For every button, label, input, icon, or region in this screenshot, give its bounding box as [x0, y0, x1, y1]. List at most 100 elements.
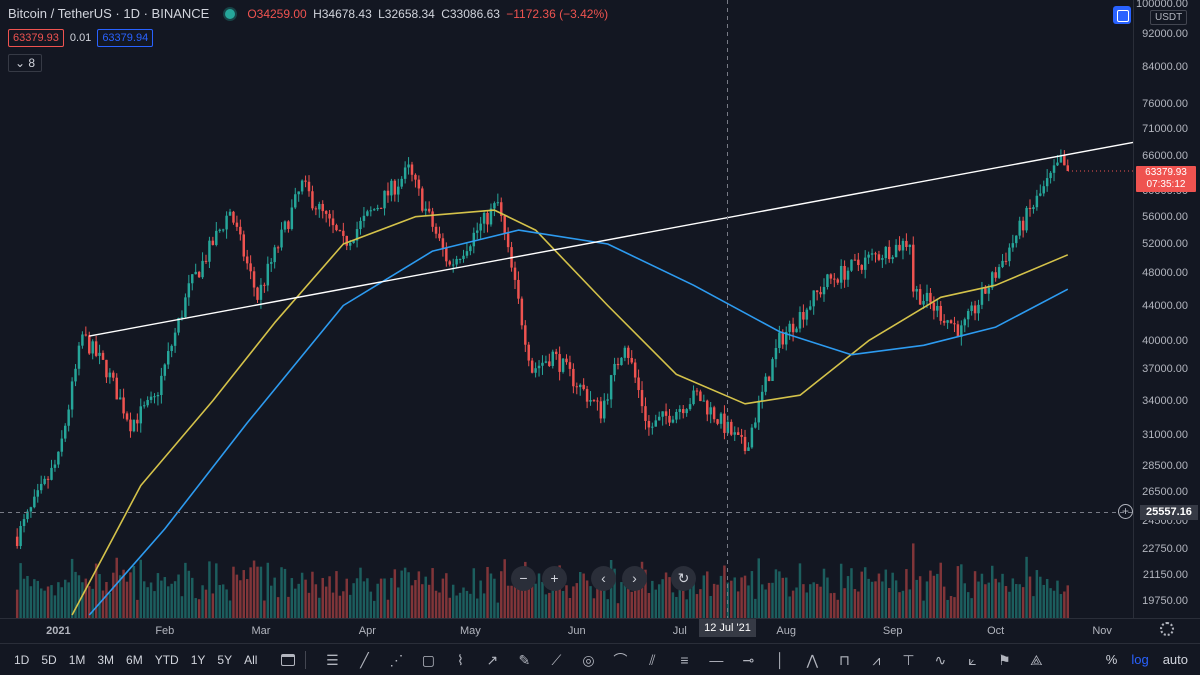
brush-icon[interactable]: ✎ [518, 651, 531, 668]
candle-body [294, 194, 297, 208]
candle-body [997, 267, 1001, 278]
fib-fan-icon[interactable]: ⟁ [1030, 651, 1043, 668]
range-button-5y[interactable]: 5Y [217, 652, 233, 667]
scroll-right-button[interactable]: › [622, 566, 647, 591]
price-range-icon[interactable]: ⊤ [902, 651, 915, 668]
range-button-1m[interactable]: 1M [68, 652, 86, 667]
volume-bar [345, 578, 349, 618]
volume-bar [887, 588, 891, 618]
polyline-icon[interactable]: ⟋ [551, 651, 562, 668]
reset-chart-button[interactable]: ↻ [671, 566, 696, 591]
horizontal-lines-icon[interactable]: ☰ [326, 651, 339, 668]
zoom-out-button[interactable]: − [511, 566, 536, 591]
time-tick-label: Sep [882, 625, 903, 637]
range-button-6m[interactable]: 6M [126, 652, 143, 667]
range-button-1d[interactable]: 1D [14, 652, 30, 667]
currency-badge[interactable]: USDT [1150, 10, 1188, 25]
settings-gear-icon[interactable] [1160, 622, 1174, 636]
volume-bar [122, 569, 125, 618]
volume-bar [469, 593, 472, 618]
volume-bar [259, 566, 263, 618]
fullscreen-icon[interactable] [1113, 6, 1131, 24]
volume-bar [22, 578, 26, 618]
volume-bar [235, 574, 239, 618]
volume-bar [431, 568, 434, 618]
add-alert-icon[interactable]: + [1118, 504, 1133, 519]
range-button-3m[interactable]: 3M [97, 652, 115, 667]
volume-bar [774, 569, 778, 618]
buy-price-box[interactable]: 63379.94 [97, 29, 154, 47]
candle-body [1039, 193, 1042, 196]
rectangle-icon[interactable]: ▢ [421, 651, 436, 668]
candle-body [994, 272, 997, 278]
trend-line-icon[interactable]: ╱ [360, 651, 369, 668]
fib-retracement-icon[interactable]: ≡ [680, 651, 689, 668]
percent-toggle[interactable]: % [1105, 652, 1118, 667]
volume-bar [963, 583, 967, 618]
candle-body [376, 207, 379, 210]
volume-bar [915, 579, 918, 618]
volume-bar [427, 584, 431, 618]
range-button-5d[interactable]: 5D [41, 652, 57, 667]
flag-icon[interactable]: ⚑ [998, 651, 1011, 668]
zoom-in-button[interactable]: + [542, 566, 567, 591]
volume-bar [609, 559, 613, 618]
path-icon[interactable]: ⌇ [457, 651, 464, 668]
candle-body [369, 210, 373, 212]
candle-body [623, 347, 627, 358]
vertical-line-icon[interactable]: │ [776, 651, 785, 668]
volume-bar [716, 584, 719, 618]
sell-price-box[interactable]: 63379.93 [8, 29, 64, 47]
candle-body [802, 312, 805, 320]
candle-body [263, 284, 266, 286]
volume-bar [918, 576, 922, 618]
volume-bar [352, 583, 355, 618]
symbol-title[interactable]: Bitcoin / TetherUS · 1D · BINANCE [8, 6, 210, 21]
volume-bar [606, 599, 609, 618]
candle-body [441, 238, 445, 248]
log-toggle[interactable]: log [1131, 652, 1149, 667]
pitchfork-icon[interactable]: ⋰ [389, 651, 404, 668]
candle-body [908, 244, 912, 247]
chart-background [0, 0, 1200, 643]
candle-body [891, 257, 894, 260]
abcde-pattern-icon[interactable]: ⩘ [872, 651, 881, 668]
candle-body [881, 258, 884, 260]
date-range-icon[interactable]: ⊓ [838, 651, 850, 668]
range-button-1y[interactable]: 1Y [190, 652, 206, 667]
range-button-ytd[interactable]: YTD [154, 652, 179, 667]
price-chart[interactable] [0, 0, 1200, 643]
horizontal-ray-icon[interactable]: ⊸ [742, 651, 755, 668]
volume-bar [328, 576, 331, 618]
indicators-toggle[interactable]: ⌄ 8 [8, 54, 43, 72]
abc-pattern-icon[interactable]: ⋀ [806, 651, 819, 668]
volume-bar [922, 600, 925, 618]
candle-body [860, 265, 864, 270]
volume-bar [537, 573, 541, 618]
volume-bar [829, 593, 833, 618]
channel-icon[interactable]: ⫽ [649, 651, 656, 668]
scroll-left-button[interactable]: ‹ [591, 566, 616, 591]
candle-body [513, 267, 517, 280]
candle-body [215, 230, 218, 245]
volume-bar [318, 597, 321, 618]
range-button-all[interactable]: All [244, 652, 258, 667]
volume-bar [493, 578, 496, 618]
ellipse-icon[interactable]: ◎ [582, 651, 595, 668]
go-to-date-icon[interactable] [281, 653, 296, 666]
horizontal-line-icon[interactable]: — [709, 651, 724, 668]
volume-bar [136, 599, 139, 618]
arrow-icon[interactable]: ↗ [486, 651, 499, 668]
volume-bar [853, 589, 857, 618]
ohlc-values: O34259.00 H34678.43 L32658.34 C33086.63 … [247, 7, 608, 21]
candle-body [596, 400, 599, 402]
gann-fan-icon[interactable]: ⟀ [968, 651, 977, 668]
curve-icon[interactable]: ⌒ [613, 651, 628, 668]
auto-toggle[interactable]: auto [1162, 652, 1188, 667]
volume-bar [881, 581, 884, 618]
candle-body [874, 253, 877, 255]
elliott-wave-icon[interactable]: ∿ [934, 651, 947, 668]
volume-bar [266, 562, 270, 618]
volume-bar [479, 580, 482, 618]
volume-bar [513, 584, 517, 618]
